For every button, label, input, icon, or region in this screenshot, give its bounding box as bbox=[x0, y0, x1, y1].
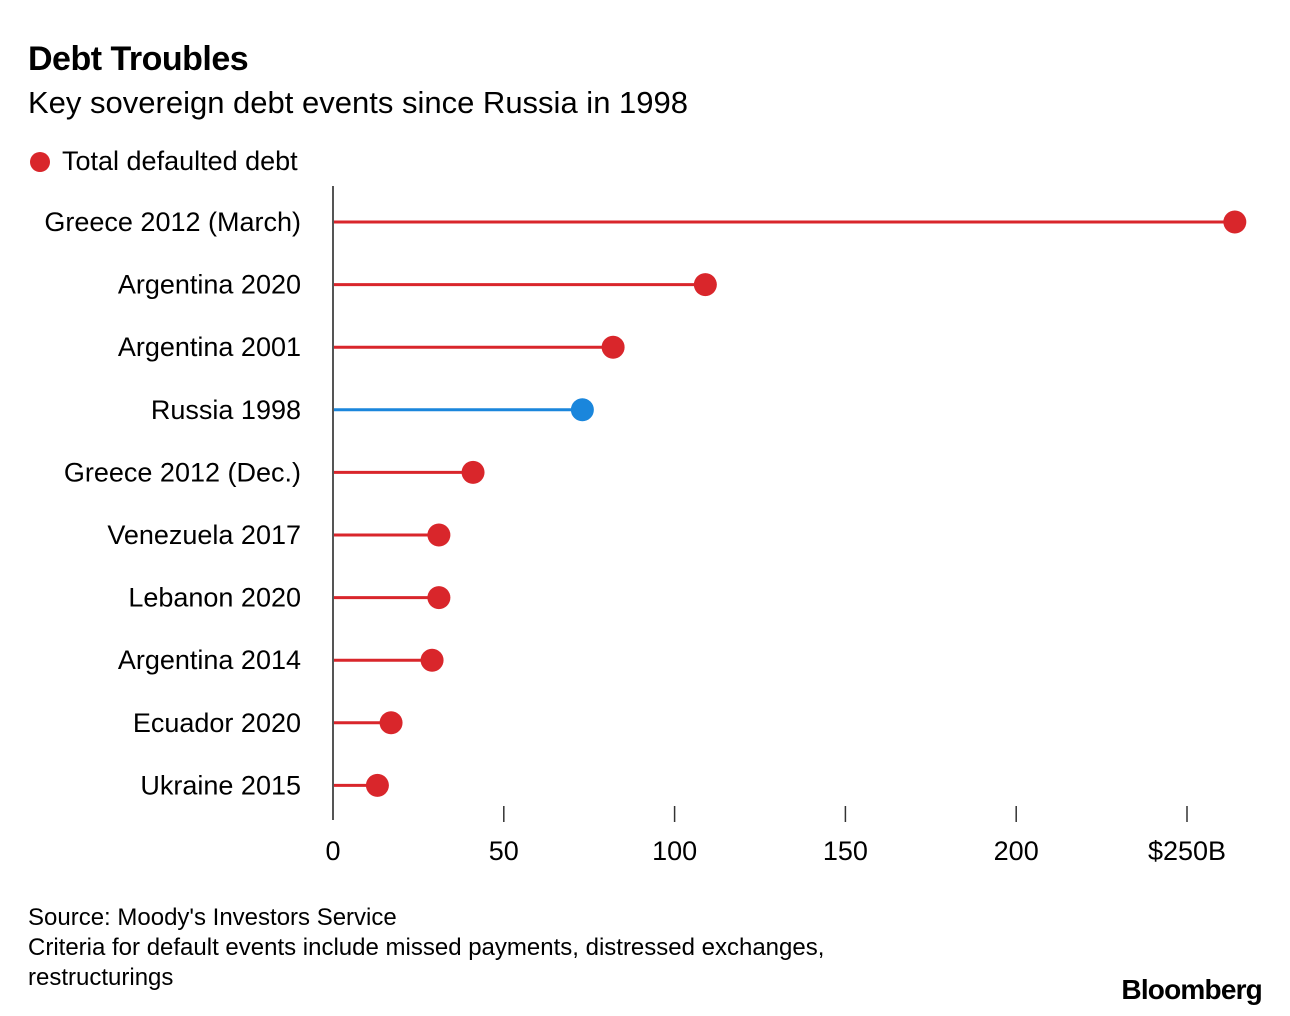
lollipop-dot bbox=[365, 773, 389, 797]
x-tick-label-0: 0 bbox=[325, 836, 340, 866]
lollipop-dot bbox=[420, 648, 444, 672]
category-label: Argentina 2014 bbox=[118, 645, 301, 675]
x-tick-label-200: 200 bbox=[994, 836, 1039, 866]
criteria-note-line1: Criteria for default events include miss… bbox=[28, 934, 825, 961]
category-label: Greece 2012 (March) bbox=[44, 207, 301, 237]
lollipop-chart: 0 50 100 150 200 $250B Greece 2012 (March) Arge… bbox=[44, 186, 1247, 866]
category-label: Lebanon 2020 bbox=[128, 583, 301, 613]
category-label: Argentina 2001 bbox=[118, 332, 301, 362]
lollipop-dot bbox=[461, 460, 485, 484]
category-label: Argentina 2020 bbox=[118, 270, 301, 300]
criteria-note-line2: restructurings bbox=[28, 964, 174, 991]
category-label: Russia 1998 bbox=[151, 395, 301, 425]
x-tick-label-100: 100 bbox=[652, 836, 697, 866]
source-text: Source: Moody's Investors Service bbox=[28, 904, 397, 931]
lollipop-dot bbox=[601, 335, 625, 359]
category-label: Ukraine 2015 bbox=[140, 770, 301, 800]
category-label: Greece 2012 (Dec.) bbox=[64, 457, 301, 487]
chart-subtitle: Key sovereign debt events since Russia i… bbox=[28, 85, 689, 120]
x-tick-label-50: 50 bbox=[489, 836, 519, 866]
bloomberg-logo: Bloomberg bbox=[1121, 974, 1262, 1005]
legend-label: Total defaulted debt bbox=[62, 146, 298, 176]
lollipop-dot bbox=[379, 711, 403, 735]
category-label: Ecuador 2020 bbox=[133, 708, 301, 738]
x-tick-label-250: $250B bbox=[1148, 836, 1226, 866]
lollipop-dot bbox=[427, 586, 451, 610]
category-label: Venezuela 2017 bbox=[107, 520, 301, 550]
lollipop-dot bbox=[570, 398, 594, 422]
lollipop-dot bbox=[427, 523, 451, 547]
lollipop-dot bbox=[693, 273, 717, 297]
legend-marker bbox=[30, 151, 50, 172]
legend: Total defaulted debt bbox=[30, 146, 298, 177]
source-note: Source: Moody's Investors Service Criter… bbox=[28, 903, 824, 993]
lollipop-dot bbox=[1223, 210, 1247, 234]
chart-title: Debt Troubles bbox=[28, 40, 249, 78]
x-tick-label-150: 150 bbox=[823, 836, 868, 866]
